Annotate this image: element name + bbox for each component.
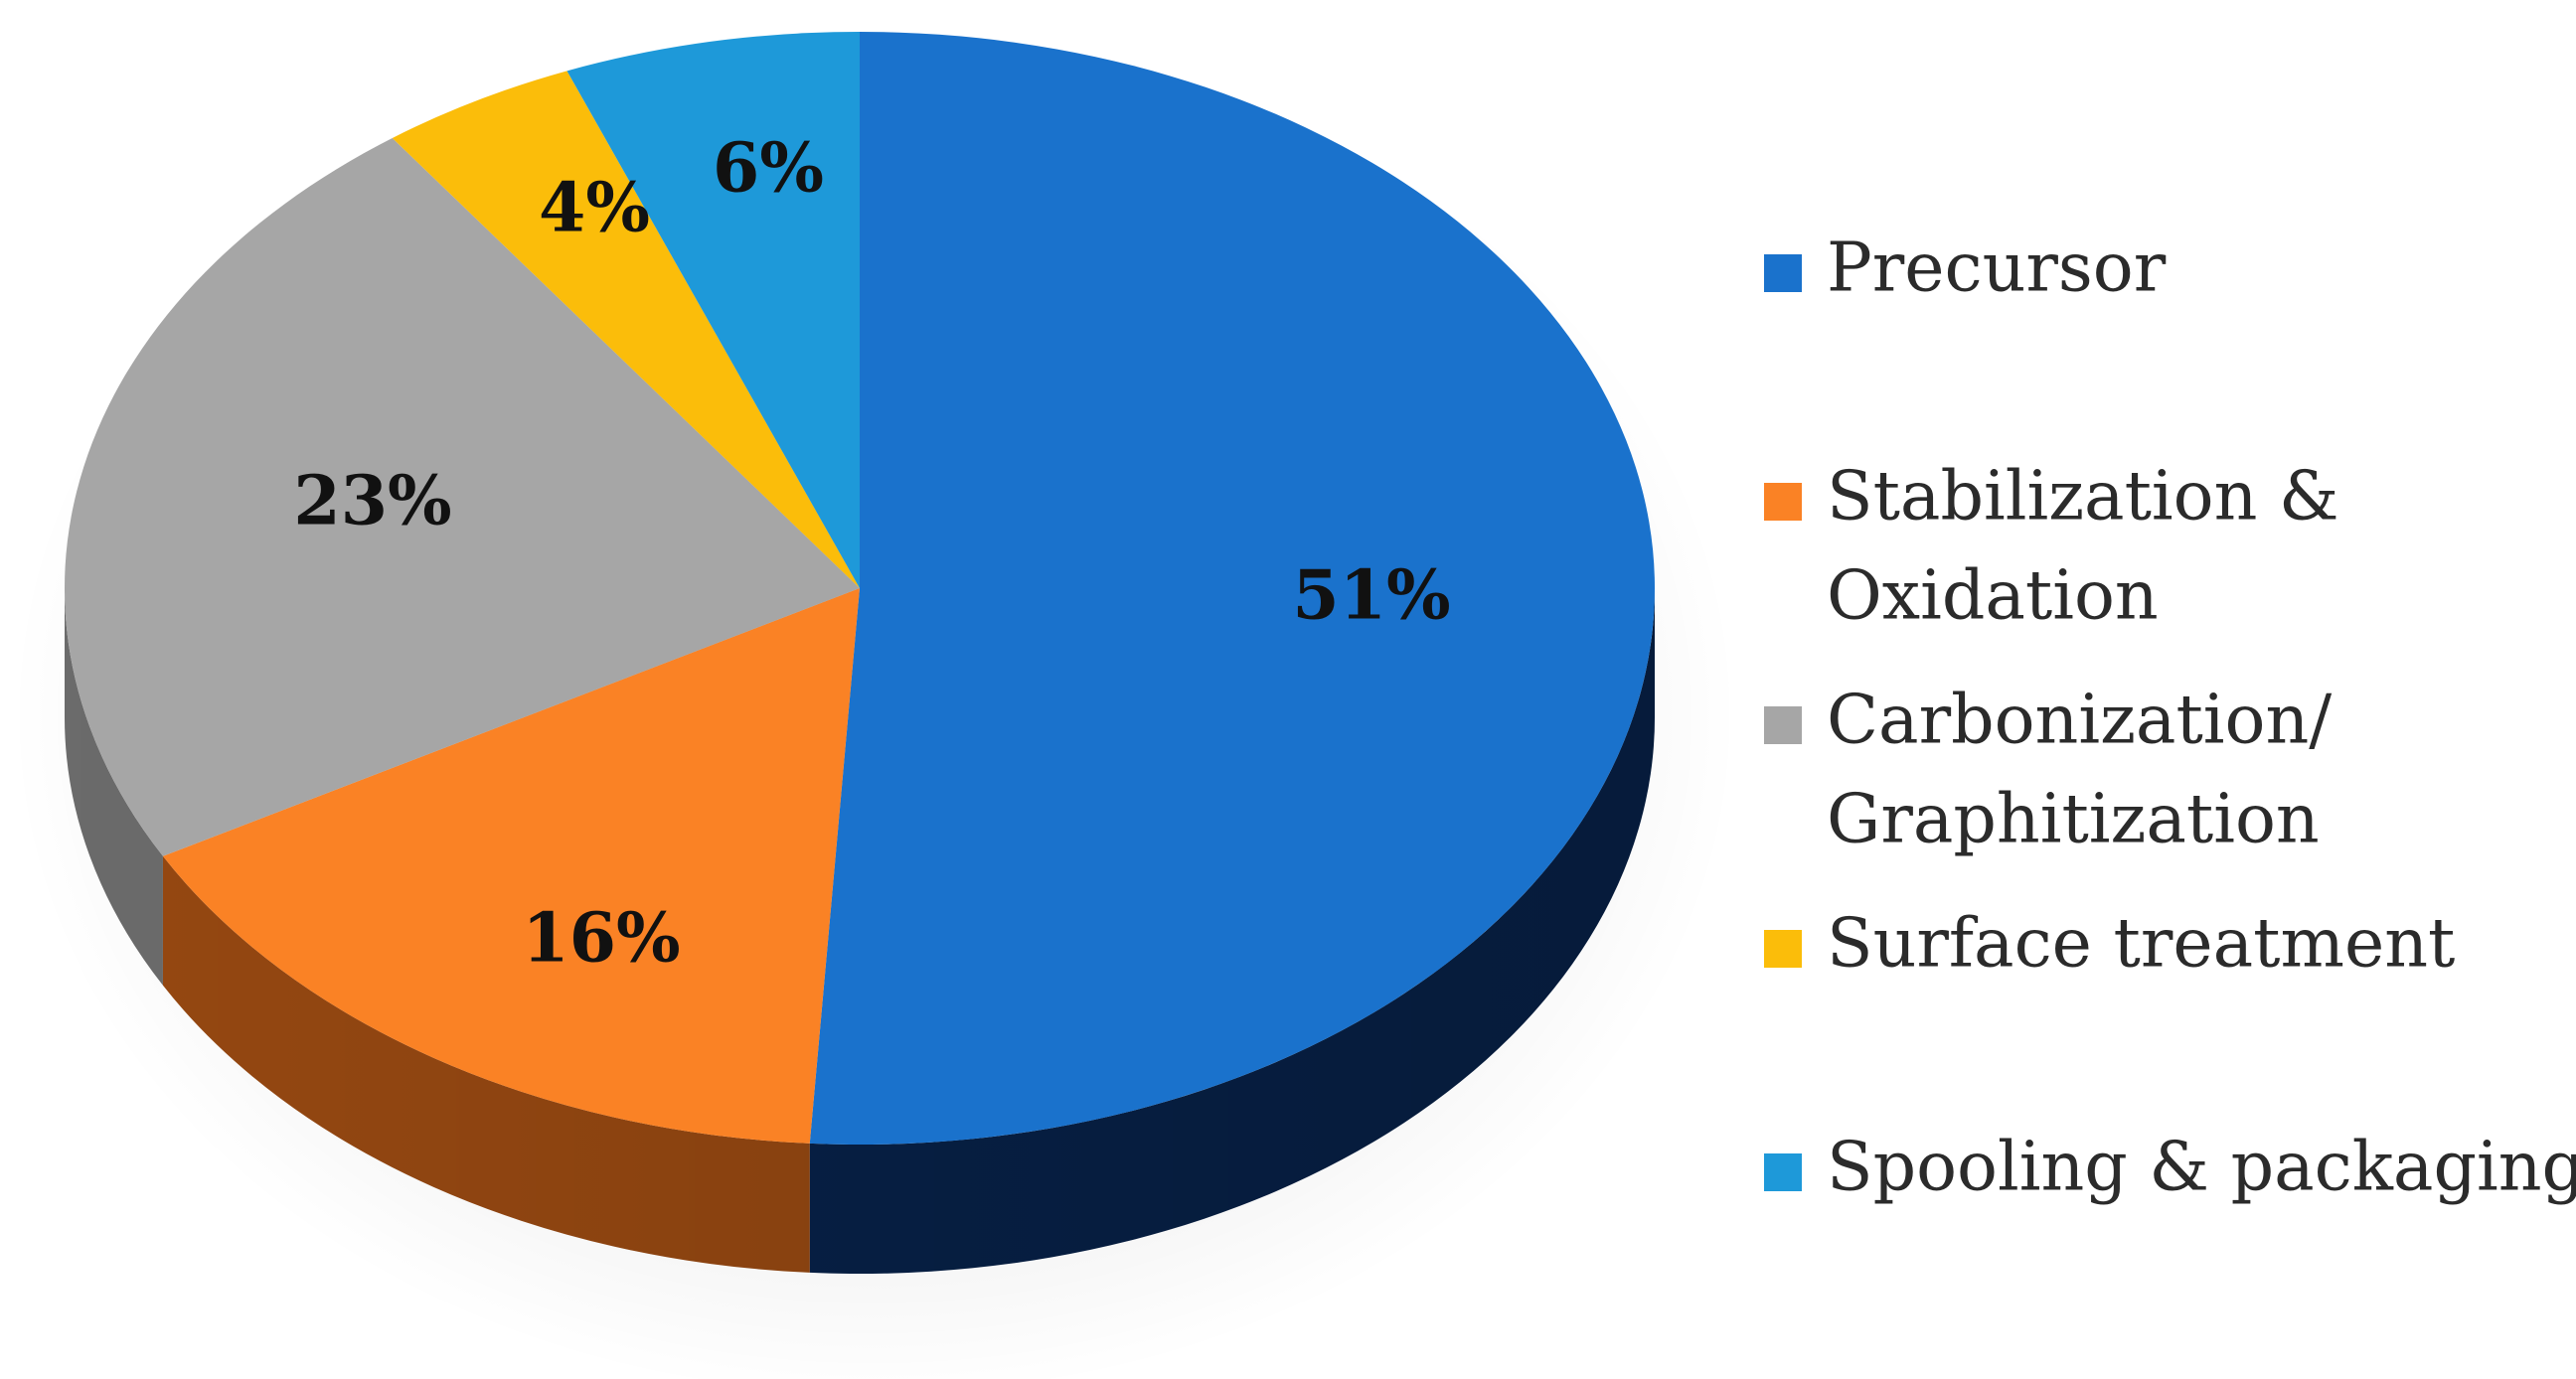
slice-surface-treatment-label: 4%: [539, 169, 650, 248]
legend-swatch-precursor: [1764, 254, 1802, 292]
slice-carbonization-graphitization: [65, 137, 860, 856]
slice-spooling-packaging-label: 6%: [713, 129, 824, 209]
legend: Precursor Stabilization & Oxidation Carboni…: [1764, 230, 2576, 1207]
slice-precursor-label: 51%: [1292, 556, 1450, 636]
slice-stabilization-oxidation-label: 16%: [522, 899, 680, 979]
pie-labels: 51% 16% 23% 4% 6%: [293, 129, 1450, 979]
slice-precursor: [809, 32, 1656, 1145]
legend-label-surface-treatment: Surface treatment: [1827, 905, 2455, 984]
pie-slices: [65, 32, 1656, 1145]
pie-sides: [64, 588, 1655, 1274]
slice-stabilization-oxidation: [162, 588, 860, 1144]
legend-swatch-stabilization-oxidation: [1764, 483, 1802, 521]
legend-label-stabilization-oxidation-line-1: Stabilization &: [1827, 458, 2339, 536]
legend-swatch-spooling-packaging: [1764, 1153, 1802, 1191]
legend-label-spooling-packaging: Spooling & packaging: [1827, 1129, 2576, 1207]
legend-label-carbonization-graphitization-line-1: Carbonization/: [1827, 682, 2332, 760]
legend-swatch-carbonization-graphitization: [1764, 706, 1802, 744]
legend-swatch-surface-treatment: [1764, 930, 1802, 968]
slice-carbonization-graphitization-label: 23%: [293, 462, 451, 541]
slice-surface-treatment: [392, 71, 860, 588]
legend-label-carbonization-graphitization-line-2: Graphitization: [1827, 781, 2320, 859]
legend-label-stabilization-oxidation-line-2: Oxidation: [1827, 557, 2159, 636]
pie-side-shading: [65, 588, 1655, 1274]
legend-label-precursor: Precursor: [1827, 230, 2167, 308]
slice-spooling-packaging: [566, 32, 860, 588]
